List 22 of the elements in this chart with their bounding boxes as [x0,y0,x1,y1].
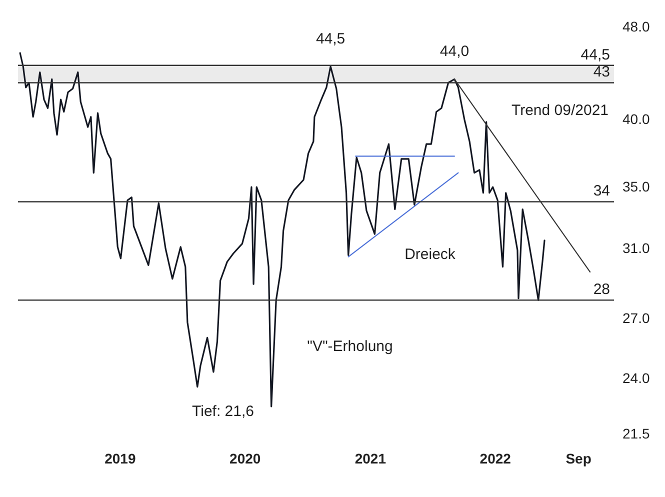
y-tick-label: 40.0 [622,110,650,127]
annotation: 44,0 [440,43,470,60]
y-tick-label: 48.0 [622,18,650,34]
y-tick-label: 27.0 [622,310,650,326]
ref-line-label: 28 [593,281,610,298]
annotation: Dreieck [404,246,456,263]
annotation: Tief: 21,6 [192,403,254,420]
x-tick-label: 2019 [104,450,136,466]
x-tick-label: 2021 [354,450,386,466]
annotation: "V"-Erholung [307,338,393,355]
x-tick-label: 2022 [480,450,512,466]
ref-line-label: 44,5 [580,46,610,64]
y-tick-label: 24.0 [622,370,650,386]
y-tick-label: 35.0 [622,178,650,195]
annotation: Trend 09/2021 [511,102,609,119]
annotation: 44,5 [316,30,346,48]
ref-line-label: 34 [593,182,610,200]
ref-line-label: 43 [593,64,610,81]
y-tick-label: 31.0 [622,240,650,256]
x-tick-label: Sep [566,450,592,466]
x-tick-label: 2020 [230,450,261,466]
y-tick-label: 21.5 [622,426,650,442]
